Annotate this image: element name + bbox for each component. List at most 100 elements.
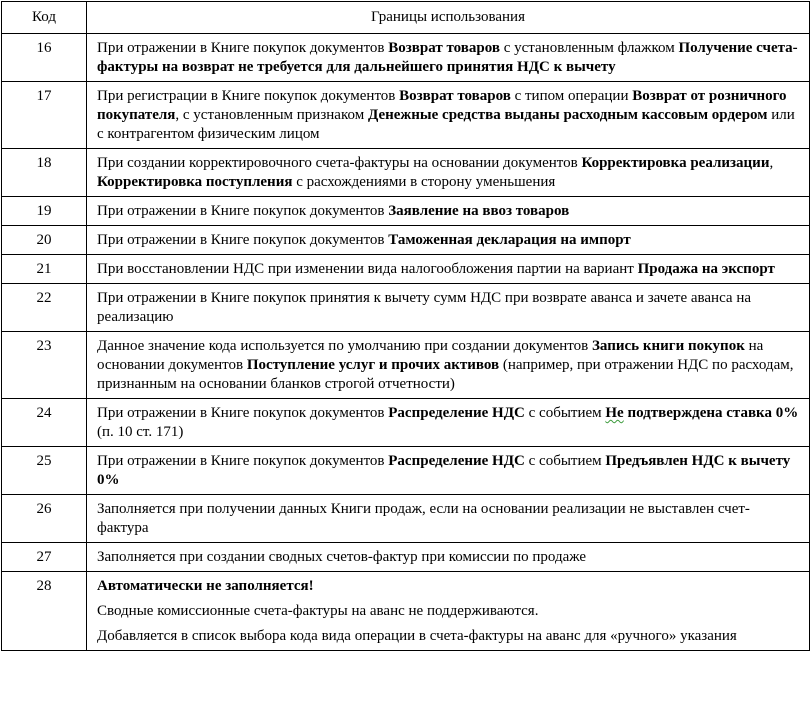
table-header-row: Код Границы использования <box>1 1 810 34</box>
code-cell: 28 <box>1 571 87 651</box>
usage-paragraph: При восстановлении НДС при изменении вид… <box>97 260 801 279</box>
text-segment: При отражении в Книге покупок документов <box>97 453 389 469</box>
text-segment: Сводные комиссионные счета-фактуры на ав… <box>97 603 539 619</box>
usage-cell: При восстановлении НДС при изменении вид… <box>86 254 810 284</box>
usage-paragraph: При создании корректировочного счета-фак… <box>97 154 801 192</box>
usage-paragraph: При отражении в Книге покупок документов… <box>97 202 801 221</box>
operation-codes-table: Код Границы использования 16 При отражени… <box>1 1 810 651</box>
usage-cell: При отражении в Книге покупок принятия к… <box>86 283 810 332</box>
text-segment: с типом операции <box>510 88 633 104</box>
code-cell: 17 <box>1 81 87 149</box>
bold-term: Возврат товаров <box>388 40 500 56</box>
bold-term: Таможенная декларация на импорт <box>388 232 631 248</box>
bold-term: Денежные средства выданы расходным кассо… <box>367 107 768 123</box>
table-row: 19 При отражении в Книге покупок документ… <box>1 196 810 226</box>
table-row: 16 При отражении в Книге покупок документ… <box>1 33 810 82</box>
table-row: 21 При восстановлении НДС при изменении в… <box>1 254 810 284</box>
usage-paragraph: При отражении в Книге покупок документов… <box>97 452 801 490</box>
bold-term: Запись книги покупок <box>592 338 745 354</box>
bold-term: Корректировка реализации <box>581 155 770 171</box>
table-body: 16 При отражении в Книге покупок документ… <box>1 33 810 651</box>
usage-paragraph: Сводные комиссионные счета-фактуры на ав… <box>97 602 801 621</box>
code-cell: 22 <box>1 283 87 332</box>
bold-term: Предъявлен НДС к вычету 0% <box>97 453 791 488</box>
usage-cell: При отражении в Книге покупок документов… <box>86 196 810 226</box>
usage-cell: При отражении в Книге покупок документов… <box>86 33 810 82</box>
usage-paragraph: Данное значение кода используется по умо… <box>97 337 801 394</box>
text-segment: с установленным флажком <box>499 40 679 56</box>
text-segment: При отражении в Книге покупок документов <box>97 40 389 56</box>
code-cell: 19 <box>1 196 87 226</box>
code-cell: 26 <box>1 494 87 543</box>
code-cell: 20 <box>1 225 87 255</box>
text-segment: При отражении в Книге покупок документов <box>97 232 389 248</box>
text-segment: При восстановлении НДС при изменении вид… <box>97 261 638 277</box>
usage-paragraph: При отражении в Книге покупок документов… <box>97 39 801 77</box>
usage-cell: При отражении в Книге покупок документов… <box>86 225 810 255</box>
text-segment: с расхождениями в сторону уменьшения <box>292 174 556 190</box>
table-row: 27 Заполняется при создании сводных счето… <box>1 542 810 572</box>
bold-term: Корректировка поступления <box>97 174 293 190</box>
text-segment: на основании документов <box>97 338 764 373</box>
text-segment: Заполняется при получении данных Книги п… <box>97 501 750 536</box>
table-row: 28 Автоматически не заполняется! Сводные к… <box>1 571 810 651</box>
text-segment: , с установленным признаком <box>175 107 368 123</box>
bold-term: подтверждена ставка 0% <box>623 405 799 421</box>
usage-paragraph: При отражении в Книге покупок документов… <box>97 231 801 250</box>
table-row: 25 При отражении в Книге покупок документ… <box>1 446 810 495</box>
header-code: Код <box>1 1 87 34</box>
bold-term: Получение счета-фактуры на возврат не тр… <box>97 40 798 75</box>
text-segment: Добавляется в список выбора кода вида оп… <box>97 628 737 644</box>
text-segment: При отражении в Книге покупок документов <box>97 203 389 219</box>
text-segment: , <box>769 155 774 171</box>
text-segment: При регистрации в Книге покупок документ… <box>97 88 400 104</box>
usage-cell: При регистрации в Книге покупок документ… <box>86 81 810 149</box>
text-segment: (например, при отражении НДС по расходам… <box>97 357 794 392</box>
usage-paragraph: Автоматически не заполняется! <box>97 577 801 596</box>
table-row: 20 При отражении в Книге покупок документ… <box>1 225 810 255</box>
text-segment: Данное значение кода используется по умо… <box>97 338 592 354</box>
code-cell: 24 <box>1 398 87 447</box>
text-segment: с событием <box>524 453 606 469</box>
bold-term: Продажа на экспорт <box>637 261 775 277</box>
usage-cell: При отражении в Книге покупок документов… <box>86 446 810 495</box>
table-row: 18 При создании корректировочного счета-ф… <box>1 148 810 197</box>
text-segment: с событием <box>524 405 606 421</box>
usage-paragraph: Добавляется в список выбора кода вида оп… <box>97 627 801 646</box>
text-segment: Заполняется при создании сводных счетов-… <box>97 549 587 565</box>
usage-cell: Заполняется при создании сводных счетов-… <box>86 542 810 572</box>
bold-term: Заявление на ввоз товаров <box>388 203 570 219</box>
code-cell: 21 <box>1 254 87 284</box>
bold-term: Поступление услуг и прочих активов <box>246 357 500 373</box>
code-cell: 27 <box>1 542 87 572</box>
table-row: 23 Данное значение кода используется по у… <box>1 331 810 399</box>
text-segment: При отражении в Книге покупок принятия к… <box>97 290 752 325</box>
code-cell: 16 <box>1 33 87 82</box>
bold-term: Не <box>605 405 624 421</box>
bold-term: Автоматически не заполняется! <box>97 578 314 594</box>
usage-cell: При отражении в Книге покупок документов… <box>86 398 810 447</box>
bold-term: Распределение НДС <box>388 453 525 469</box>
table-row: 24 При отражении в Книге покупок документ… <box>1 398 810 447</box>
table-row: 26 Заполняется при получении данных Книги… <box>1 494 810 543</box>
code-cell: 18 <box>1 148 87 197</box>
usage-cell: Заполняется при получении данных Книги п… <box>86 494 810 543</box>
text-segment: При создании корректировочного счета-фак… <box>97 155 582 171</box>
usage-paragraph: При отражении в Книге покупок принятия к… <box>97 289 801 327</box>
code-cell: 23 <box>1 331 87 399</box>
usage-cell: При создании корректировочного счета-фак… <box>86 148 810 197</box>
usage-cell: Данное значение кода используется по умо… <box>86 331 810 399</box>
usage-paragraph: При регистрации в Книге покупок документ… <box>97 87 801 144</box>
bold-term: Возврат товаров <box>399 88 511 104</box>
usage-paragraph: При отражении в Книге покупок документов… <box>97 404 801 442</box>
usage-paragraph: Заполняется при получении данных Книги п… <box>97 500 801 538</box>
text-segment: или с контрагентом физическим лицом <box>97 107 795 142</box>
bold-term: Возврат от розничного покупателя <box>97 88 787 123</box>
usage-paragraph: Заполняется при создании сводных счетов-… <box>97 548 801 567</box>
header-usage: Границы использования <box>86 1 810 34</box>
bold-term: Распределение НДС <box>388 405 525 421</box>
text-segment: При отражении в Книге покупок документов <box>97 405 389 421</box>
text-segment: (п. 10 ст. 171) <box>97 424 184 440</box>
table-row: 17 При регистрации в Книге покупок докуме… <box>1 81 810 149</box>
table-row: 22 При отражении в Книге покупок принятия… <box>1 283 810 332</box>
